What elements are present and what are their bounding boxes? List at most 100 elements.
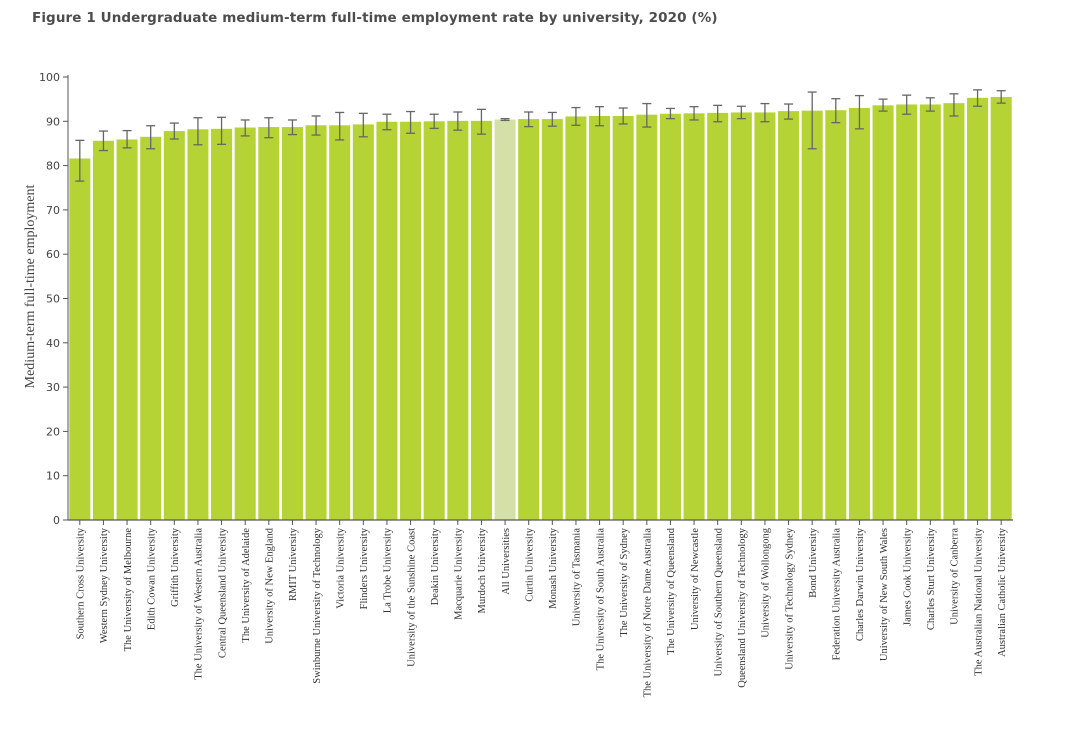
error-bars [75,89,1006,182]
bar [707,112,729,521]
x-tick-label: James Cook University [902,527,913,626]
bar [778,111,800,521]
bar [400,121,422,521]
bar [754,112,776,520]
bar [234,127,256,520]
x-tick-label: Murdoch University [477,527,488,613]
x-tick-label: Victoria University [335,527,346,608]
x-tick-label: Flinders University [359,527,370,609]
bar [872,105,894,521]
x-tick-label: Deakin University [430,527,441,605]
bar [990,96,1012,520]
bars [69,96,1012,521]
bar [305,125,327,521]
x-tick-label: Charles Sturt University [926,527,937,630]
x-tick-label: University of Southern Queensland [713,527,724,676]
x-tick-label: The University of Queensland [666,527,677,655]
bar [376,121,398,521]
x-tick-label: The University of Western Australia [194,528,205,680]
bar [281,127,303,521]
x-tick-label: Edith Cowan University [146,527,157,630]
axes [67,75,1013,521]
y-axis-label-group: Medium-term full-time employment [23,185,38,389]
x-tick-label: All Universities [501,528,512,595]
bar [683,113,705,521]
bar [187,129,209,521]
x-tick-label: The University of Sydney [619,527,630,637]
bar [919,104,941,520]
bar [211,128,233,520]
x-tick-label: University of Canberra [950,528,961,625]
x-tick-label: Charles Darwin University [855,527,866,641]
x-axis-labels: Southern Cross University Western Sydney … [76,520,1008,697]
bar [801,110,823,520]
bar [636,114,658,520]
x-tick-label: The University of Adelaide [241,528,252,643]
chart-title: Figure 1 Undergraduate medium-term full-… [32,10,718,26]
y-axis-label: Medium-term full-time employment [23,185,38,389]
x-tick-label: Federation University Australia [832,528,843,661]
x-tick-label: University of Newcastle [690,528,701,630]
y-tick-label: 70 [46,204,60,217]
bar [825,110,847,520]
bar [730,112,752,520]
bar [565,116,587,520]
x-tick-label: University of New England [265,527,276,644]
y-tick-label: 100 [39,71,60,84]
bar [423,121,445,521]
bar [258,127,280,521]
y-tick-label: 60 [46,248,60,261]
bar [329,125,351,521]
x-tick-label: The University of South Australia [595,528,606,671]
y-tick-label: 50 [46,293,60,306]
y-axis: 0 10 20 30 40 50 60 70 80 90 100 [39,71,68,527]
x-tick-label: The University of Melbourne [123,528,134,652]
bar [140,136,162,520]
bar [163,131,185,520]
x-tick-label: Western Sydney University [99,527,110,643]
bar [896,104,918,520]
y-tick-label: 0 [53,514,60,527]
bar [447,120,469,521]
x-tick-label: La Trobe University [383,527,394,613]
bar [848,108,870,520]
bar [518,119,540,521]
bar [352,124,374,520]
x-tick-label: University of New South Wales [879,528,890,661]
bar [967,97,989,521]
x-tick-label: Bond University [808,527,819,597]
y-tick-label: 90 [46,115,60,128]
y-tick-label: 20 [46,425,60,438]
x-tick-label: University of Technology Sydney [784,527,795,669]
x-tick-label: Central Queensland University [217,527,228,658]
x-tick-label: University of the Sunshine Coast [406,528,417,667]
bar [943,103,965,521]
bar [541,119,563,521]
x-tick-label: Griffith University [170,527,181,607]
x-tick-label: University of Tasmania [572,528,583,627]
x-tick-label: Southern Cross University [76,527,87,639]
bar [69,158,91,520]
x-tick-label: Queensland University of Technology [737,527,748,687]
x-tick-label: Curtin University [524,527,535,602]
y-tick-label: 40 [46,337,60,350]
bar [612,115,634,520]
x-tick-label: University of Wollongong [761,527,772,638]
bar [116,139,138,520]
x-tick-label: The University of Notre Dame Australia [643,528,654,698]
bar [659,113,681,521]
x-tick-label: Swinburne University of Technology [312,527,323,683]
x-tick-label: RMIT University [288,527,299,601]
x-tick-label: Monash University [548,527,559,609]
bar [589,115,611,520]
bar [92,140,114,521]
x-tick-label: The Australian National University [973,527,984,676]
x-tick-label: Macquarie University [454,527,465,620]
bar [494,119,516,520]
bar [470,120,492,521]
y-tick-label: 10 [46,470,60,483]
y-tick-label: 80 [46,160,60,173]
y-tick-label: 30 [46,381,60,394]
x-tick-label: Australian Catholic University [997,527,1008,657]
